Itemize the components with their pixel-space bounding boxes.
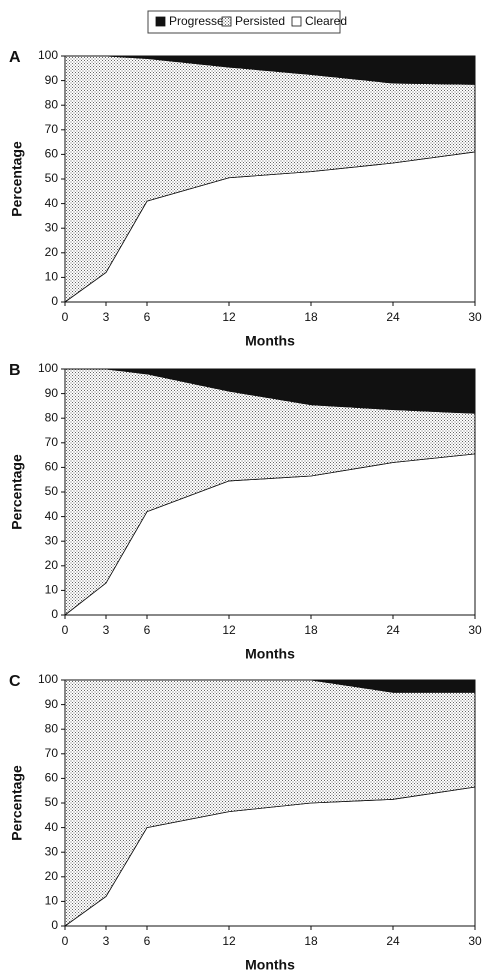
panel-label: C — [9, 673, 21, 690]
legend-label: Cleared — [305, 14, 347, 28]
legend-box — [147, 10, 341, 34]
x-tick-label: 18 — [304, 934, 318, 948]
y-tick-label: 20 — [45, 869, 59, 883]
x-tick-label: 3 — [103, 934, 110, 948]
legend-swatch — [291, 16, 302, 27]
y-tick-label: 40 — [45, 196, 59, 210]
y-tick-label: 50 — [45, 484, 59, 498]
x-tick-label: 0 — [62, 934, 69, 948]
y-tick-label: 70 — [45, 435, 59, 449]
y-tick-label: 30 — [45, 220, 59, 234]
x-tick-label: 24 — [386, 934, 400, 948]
legend-swatch — [155, 16, 166, 27]
x-axis-label: Months — [245, 646, 295, 662]
y-tick-label: 0 — [51, 294, 58, 308]
x-tick-label: 24 — [386, 623, 400, 637]
x-tick-label: 6 — [144, 623, 151, 637]
y-axis-label: Percentage — [9, 454, 25, 530]
y-tick-label: 100 — [38, 672, 58, 686]
x-tick-label: 12 — [222, 934, 236, 948]
y-tick-label: 100 — [38, 361, 58, 375]
x-tick-label: 30 — [468, 623, 482, 637]
y-tick-label: 70 — [45, 746, 59, 760]
y-tick-label: 10 — [45, 894, 59, 908]
x-tick-label: 6 — [144, 310, 151, 324]
panel-label: B — [9, 362, 21, 379]
y-tick-label: 20 — [45, 558, 59, 572]
x-tick-label: 18 — [304, 310, 318, 324]
x-tick-label: 0 — [62, 623, 69, 637]
y-tick-label: 70 — [45, 122, 59, 136]
y-tick-label: 60 — [45, 460, 59, 474]
x-axis-label: Months — [245, 333, 295, 349]
y-tick-label: 100 — [38, 48, 58, 62]
legend-label: Progressed — [169, 14, 230, 28]
y-tick-label: 10 — [45, 583, 59, 597]
y-tick-label: 80 — [45, 410, 59, 424]
x-axis-label: Months — [245, 957, 295, 973]
x-tick-label: 18 — [304, 623, 318, 637]
x-tick-label: 12 — [222, 310, 236, 324]
y-tick-label: 90 — [45, 697, 59, 711]
x-tick-label: 24 — [386, 310, 400, 324]
y-tick-label: 90 — [45, 386, 59, 400]
y-tick-label: 20 — [45, 245, 59, 259]
y-tick-label: 50 — [45, 795, 59, 809]
y-tick-label: 0 — [51, 918, 58, 932]
x-tick-label: 12 — [222, 623, 236, 637]
y-tick-label: 0 — [51, 607, 58, 621]
y-tick-label: 80 — [45, 721, 59, 735]
y-tick-label: 40 — [45, 820, 59, 834]
y-axis-label: Percentage — [9, 141, 25, 217]
y-tick-label: 60 — [45, 147, 59, 161]
y-tick-label: 30 — [45, 533, 59, 547]
y-tick-label: 90 — [45, 73, 59, 87]
x-tick-label: 30 — [468, 934, 482, 948]
panel-label: A — [9, 49, 21, 66]
x-tick-label: 3 — [103, 623, 110, 637]
x-tick-label: 6 — [144, 934, 151, 948]
x-tick-label: 30 — [468, 310, 482, 324]
x-tick-label: 3 — [103, 310, 110, 324]
y-tick-label: 60 — [45, 771, 59, 785]
y-tick-label: 30 — [45, 844, 59, 858]
legend-label: Persisted — [235, 14, 285, 28]
y-tick-label: 80 — [45, 97, 59, 111]
y-axis-label: Percentage — [9, 765, 25, 841]
y-tick-label: 40 — [45, 509, 59, 523]
y-tick-label: 50 — [45, 171, 59, 185]
y-tick-label: 10 — [45, 270, 59, 284]
x-tick-label: 0 — [62, 310, 69, 324]
legend-swatch — [221, 16, 232, 27]
